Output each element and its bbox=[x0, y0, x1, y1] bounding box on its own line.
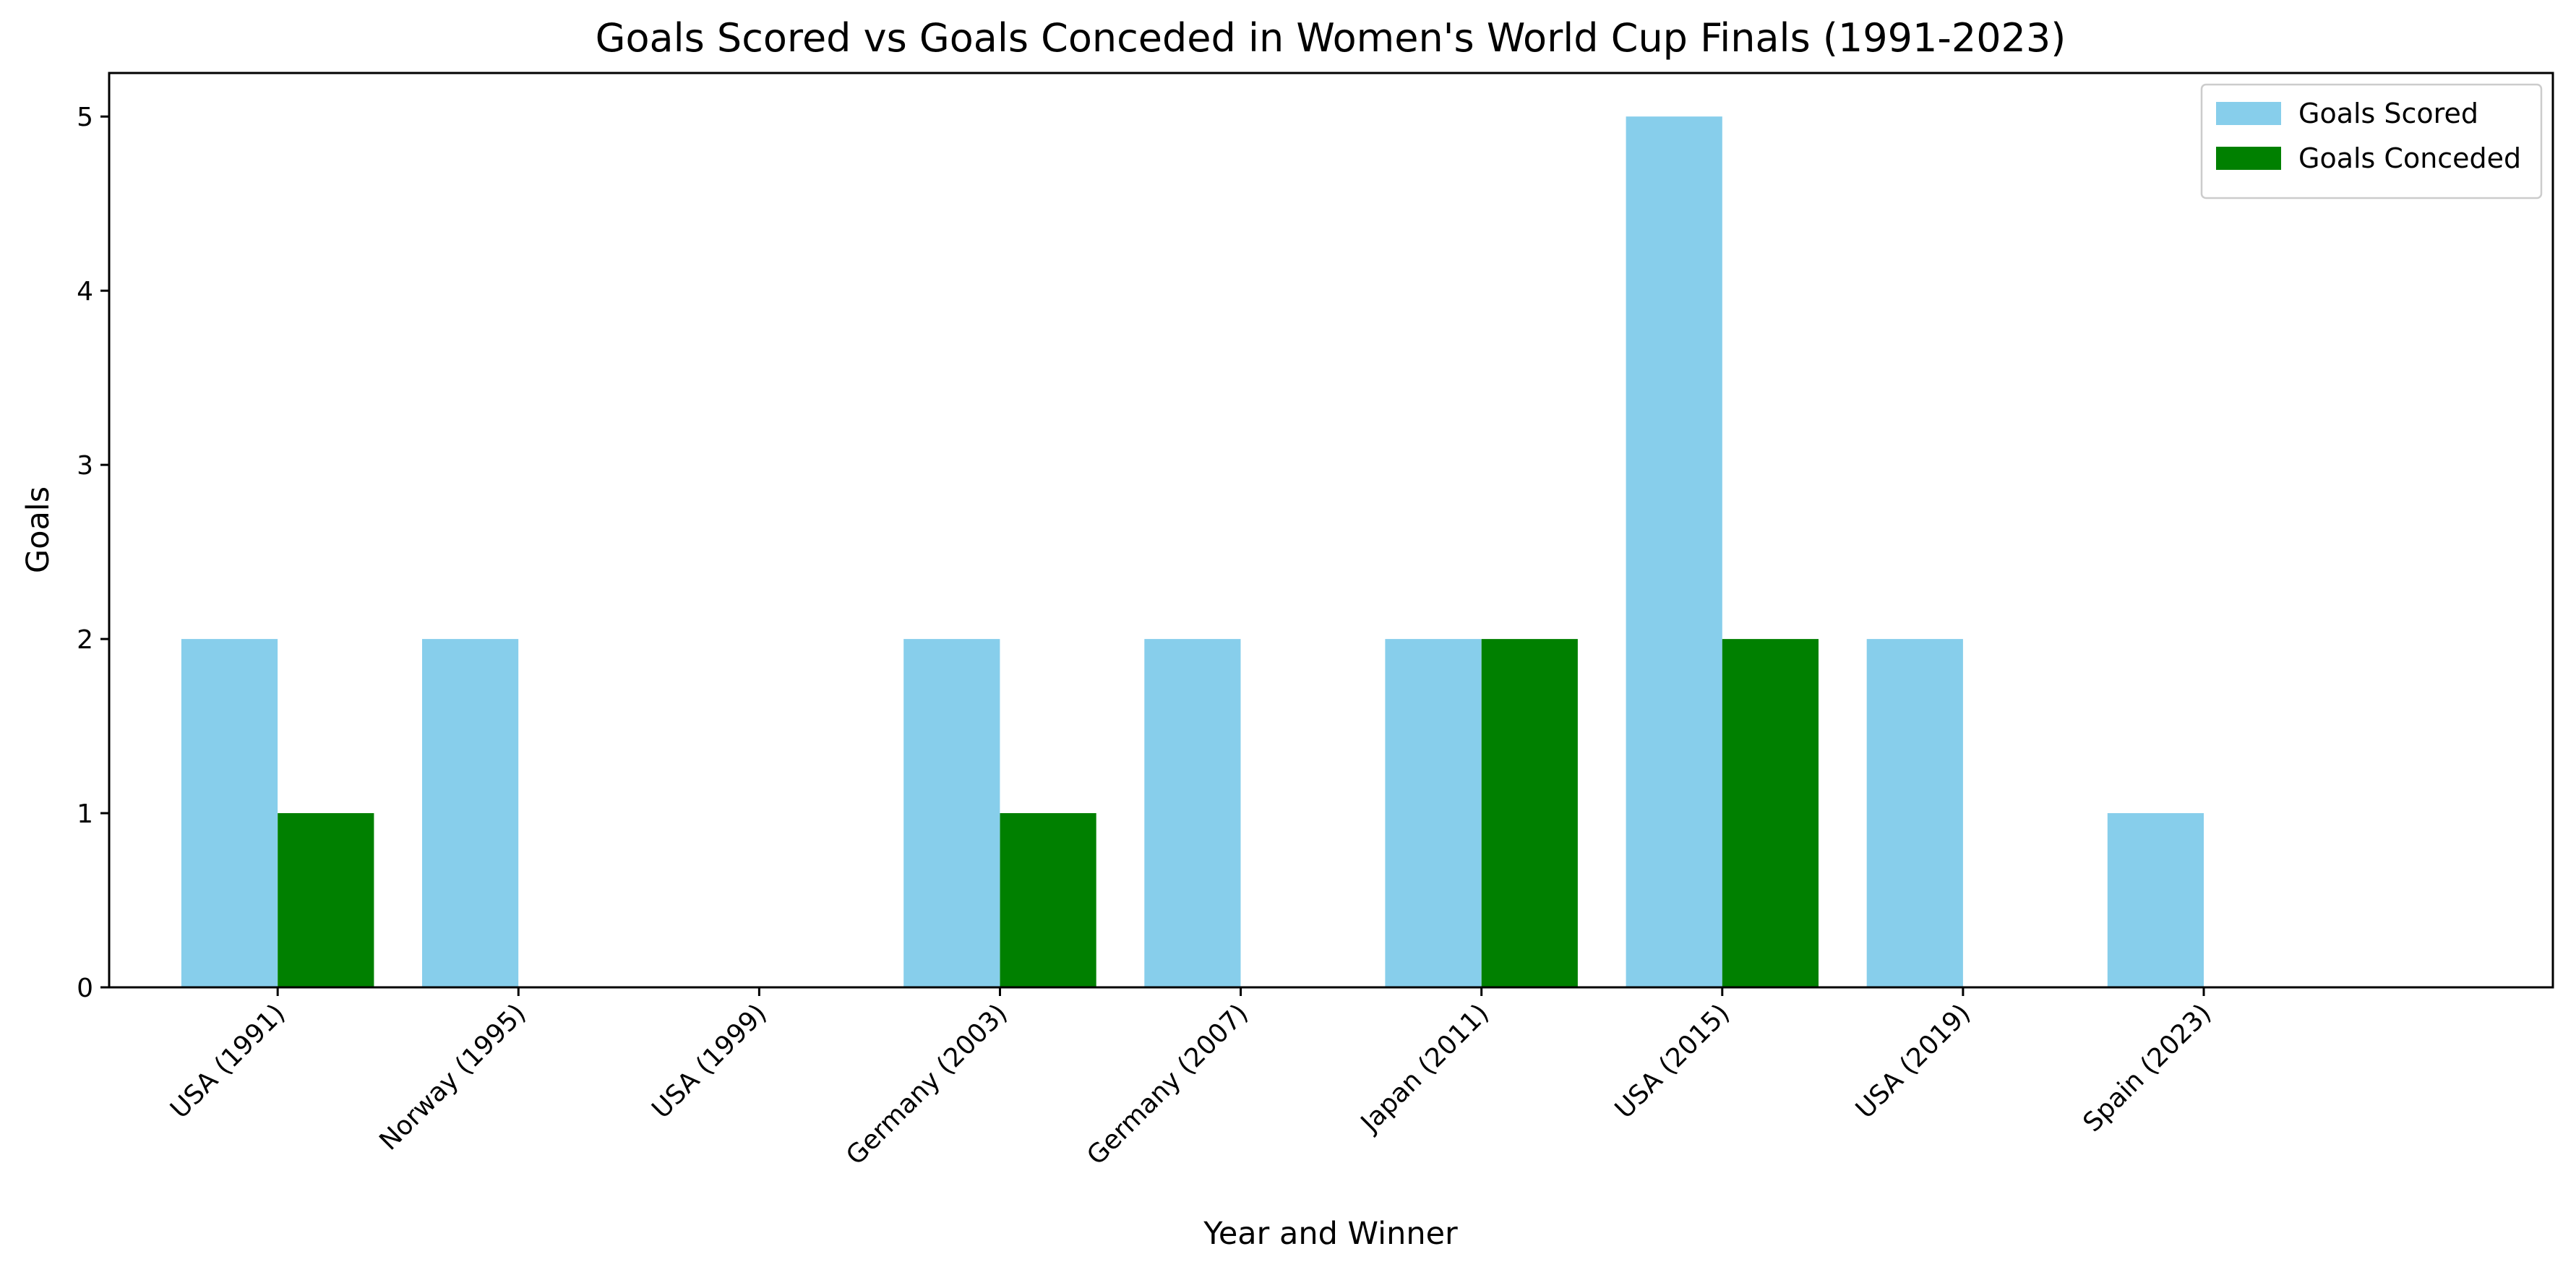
bar-scored-1 bbox=[422, 639, 519, 987]
x-axis-label: Year and Winner bbox=[1203, 1216, 1458, 1252]
y-tick-label: 4 bbox=[77, 277, 93, 306]
bar-conceded-5 bbox=[1481, 639, 1578, 987]
legend-label: Goals Scored bbox=[2298, 98, 2478, 129]
y-tick-label: 0 bbox=[77, 974, 93, 1003]
bar-scored-7 bbox=[1866, 639, 1963, 987]
bar-conceded-6 bbox=[1722, 639, 1819, 987]
y-tick-label: 3 bbox=[77, 451, 93, 481]
bar-scored-5 bbox=[1385, 639, 1482, 987]
y-tick-label: 2 bbox=[77, 625, 93, 655]
y-axis: 0 1 2 3 4 5 bbox=[77, 103, 109, 1003]
bar-scored-6 bbox=[1626, 116, 1722, 988]
y-tick-label: 5 bbox=[77, 103, 93, 132]
bar-scored-0 bbox=[181, 639, 278, 987]
bar-conceded-3 bbox=[1000, 813, 1096, 987]
legend: Goals Scored Goals Conceded bbox=[2200, 83, 2543, 199]
legend-swatch bbox=[2216, 102, 2281, 125]
bars-layer bbox=[181, 116, 2204, 988]
plot-frame bbox=[108, 72, 2554, 989]
bar-scored-8 bbox=[2107, 813, 2204, 987]
bar-scored-3 bbox=[903, 639, 1000, 987]
y-tick-label: 1 bbox=[77, 799, 93, 829]
legend-swatch bbox=[2216, 147, 2281, 170]
legend-label: Goals Conceded bbox=[2298, 142, 2521, 174]
bar-conceded-0 bbox=[278, 813, 374, 987]
bar-scored-4 bbox=[1144, 639, 1241, 987]
legend-box bbox=[2200, 83, 2543, 199]
chart-title: Goals Scored vs Goals Conceded in Women'… bbox=[596, 15, 2066, 61]
y-axis-label: Goals bbox=[20, 486, 56, 573]
